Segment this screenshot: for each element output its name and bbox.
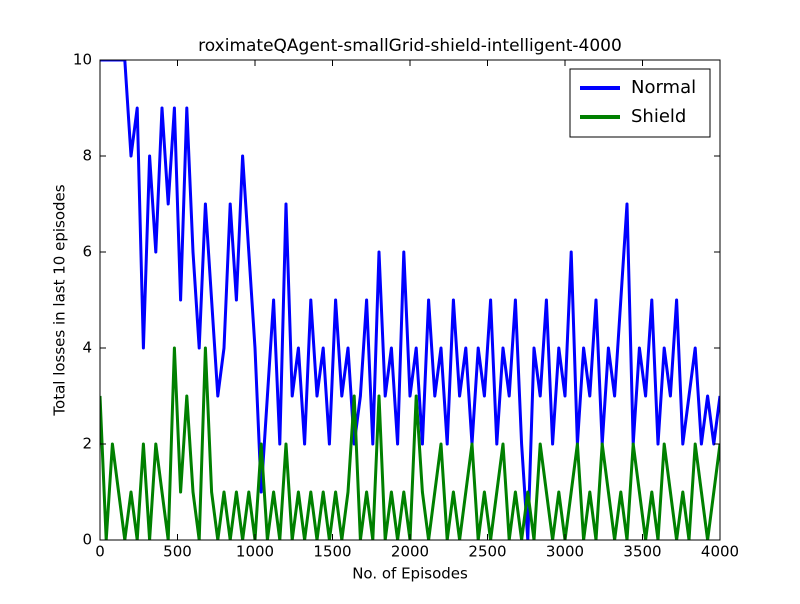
legend-label: Shield <box>631 106 686 127</box>
x-tick-label: 4000 <box>701 543 739 561</box>
data-line <box>100 60 720 540</box>
x-tick-label: 3000 <box>546 543 584 561</box>
legend-label: Normal <box>631 77 696 98</box>
plot-area <box>100 60 720 540</box>
legend: Normal Shield <box>569 68 711 138</box>
axes: 0 500 1000 1500 2000 2500 3000 3500 4000 0 2 4 6 8 10 N… <box>73 51 739 561</box>
x-tick-label: 2000 <box>391 543 429 561</box>
y-tick-label: 4 <box>82 339 92 357</box>
y-tick-label: 6 <box>82 243 92 261</box>
chart-title: roximateQAgent-smallGrid-shield-intellig… <box>198 36 622 56</box>
y-tick-label: 10 <box>73 51 92 69</box>
x-tick-label: 0 <box>95 543 105 561</box>
y-tick-label: 2 <box>82 435 92 453</box>
x-tick-label: 1000 <box>236 543 274 561</box>
x-tick-label: 1500 <box>313 543 351 561</box>
x-tick-label: 3500 <box>623 543 661 561</box>
legend-box <box>569 68 711 138</box>
x-tick-label: 2500 <box>468 543 506 561</box>
y-axis-label: Total losses in last 10 episodes <box>51 184 69 416</box>
data-line <box>100 346 720 540</box>
y-tick-label: 8 <box>82 147 92 165</box>
y-tick-label: 0 <box>82 531 92 549</box>
x-tick-label: 500 <box>163 543 192 561</box>
x-axis-label: No. of Episodes <box>352 565 468 583</box>
